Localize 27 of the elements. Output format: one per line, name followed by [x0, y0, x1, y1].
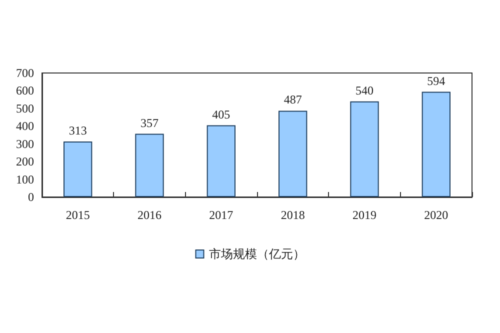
bar [64, 142, 92, 197]
x-tick-label: 2016 [138, 208, 162, 222]
x-tick-label: 2015 [66, 208, 90, 222]
x-tick-label: 2018 [280, 208, 305, 222]
y-tick-label: 200 [16, 154, 34, 169]
data-label: 540 [356, 83, 374, 98]
legend-label: 市场规模（亿元） [208, 247, 305, 261]
data-label: 357 [140, 116, 158, 130]
data-label: 405 [212, 107, 230, 122]
y-tick-label: 400 [16, 119, 34, 134]
y-tick-label: 300 [16, 136, 34, 151]
bar [135, 134, 164, 197]
y-tick-label: 100 [16, 172, 34, 186]
bar [422, 92, 450, 197]
data-label: 594 [427, 74, 446, 88]
data-label: 487 [284, 92, 302, 107]
data-label: 313 [68, 124, 87, 138]
y-tick-label: 700 [16, 66, 34, 80]
bar [350, 101, 379, 197]
y-tick-label: 600 [16, 84, 34, 98]
y-tick-label: 500 [16, 101, 34, 116]
x-tick-label: 2019 [352, 208, 376, 222]
y-tick-label: 0 [28, 190, 34, 204]
bar [278, 110, 308, 197]
x-tick-label: 2020 [424, 208, 448, 222]
x-tick-label: 2017 [209, 208, 234, 222]
bar [206, 125, 236, 197]
